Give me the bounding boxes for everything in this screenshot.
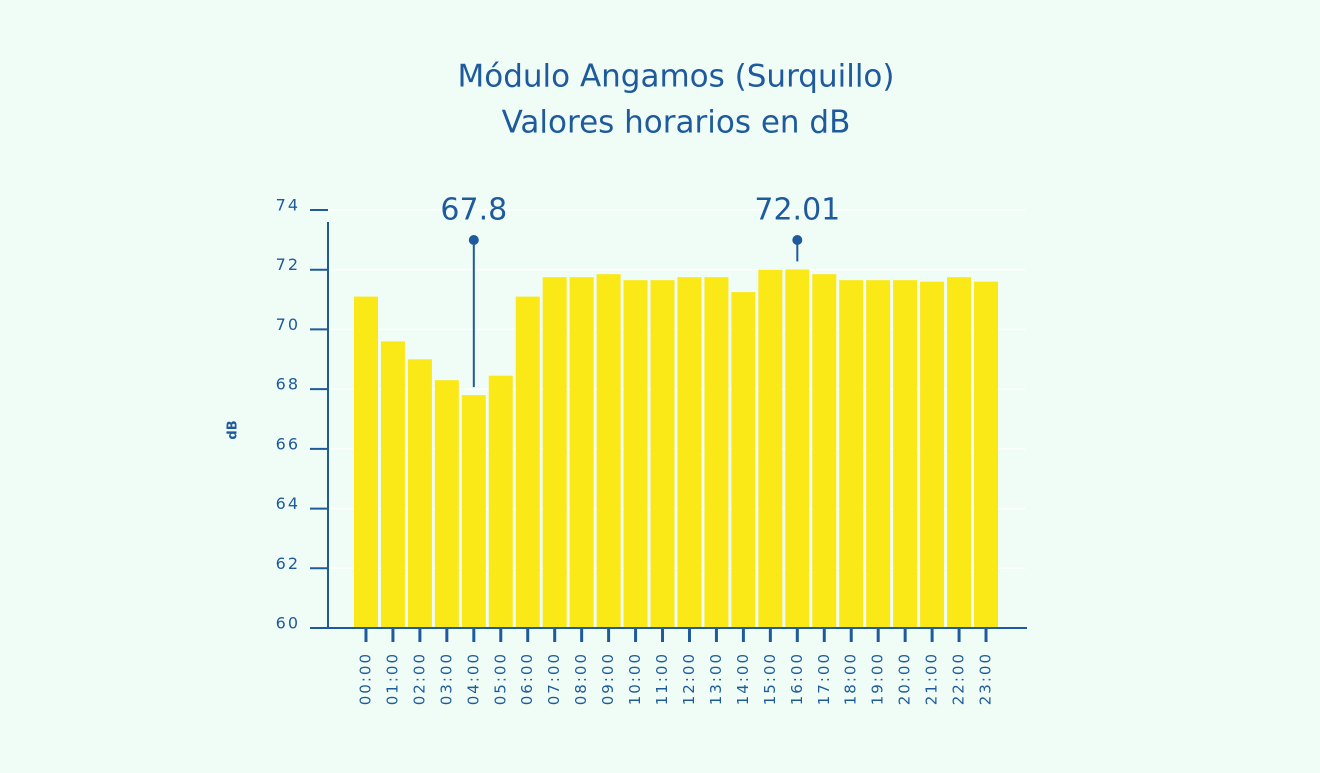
annotation-dot <box>468 235 479 245</box>
x-tick-label: 21:00 <box>923 652 941 705</box>
bar <box>920 281 945 628</box>
bar <box>407 359 432 628</box>
bar <box>893 280 918 628</box>
bar <box>623 280 648 628</box>
x-tick-label: 00:00 <box>356 652 374 705</box>
chart-subtitle: Valores horarios en dB <box>502 105 851 141</box>
x-tick-label: 20:00 <box>896 652 914 705</box>
x-tick-label: 22:00 <box>950 652 968 705</box>
x-tick-label: 11:00 <box>653 652 671 705</box>
x-tick-label: 06:00 <box>518 652 536 705</box>
bar <box>353 296 378 628</box>
y-tick-label: 70 <box>276 315 300 334</box>
annotation-dot <box>792 235 803 245</box>
x-tick-label: 19:00 <box>869 652 887 705</box>
x-tick-label: 15:00 <box>761 652 779 705</box>
bar <box>434 380 459 628</box>
x-tick-label: 16:00 <box>788 652 806 705</box>
y-tick-label: 60 <box>276 614 300 633</box>
x-tick-label: 12:00 <box>680 652 698 705</box>
bar <box>596 274 621 628</box>
bar <box>380 341 405 628</box>
bar <box>812 274 837 628</box>
bar <box>866 280 891 628</box>
bar <box>677 277 702 628</box>
bar <box>974 281 999 628</box>
annotation-label: 67.8 <box>440 193 507 228</box>
y-tick-label: 62 <box>276 554 300 573</box>
bar <box>461 395 486 628</box>
bar <box>542 277 567 628</box>
bar <box>758 269 783 628</box>
x-tick-label: 01:00 <box>383 652 401 705</box>
bar <box>650 280 675 628</box>
bar <box>704 277 729 628</box>
x-tick-label: 04:00 <box>464 652 482 705</box>
chart-title: Módulo Angamos (Surquillo) <box>457 59 894 95</box>
bar <box>515 296 540 628</box>
x-tick-label: 17:00 <box>815 652 833 705</box>
bar <box>839 280 864 628</box>
y-tick-label: 74 <box>276 196 300 215</box>
y-tick-label: 66 <box>276 434 300 453</box>
y-tick-label: 72 <box>276 255 300 274</box>
bar <box>488 375 513 628</box>
x-tick-label: 08:00 <box>572 652 590 705</box>
x-tick-label: 14:00 <box>734 652 752 705</box>
x-tick-label: 02:00 <box>410 652 428 705</box>
bar <box>947 277 972 628</box>
y-tick-label: 64 <box>276 494 300 513</box>
bar <box>731 292 756 628</box>
x-tick-label: 13:00 <box>707 652 725 705</box>
y-axis-label: dB <box>226 420 241 439</box>
x-tick-label: 09:00 <box>599 652 617 705</box>
x-tick-label: 10:00 <box>626 652 644 705</box>
x-tick-label: 05:00 <box>491 652 509 705</box>
x-tick-label: 07:00 <box>545 652 563 705</box>
x-tick-label: 03:00 <box>437 652 455 705</box>
annotation-label: 72.01 <box>754 193 840 228</box>
bar <box>785 269 810 628</box>
y-tick-label: 68 <box>276 375 300 394</box>
x-tick-label: 23:00 <box>977 652 995 705</box>
bar <box>569 277 594 628</box>
x-tick-label: 18:00 <box>842 652 860 705</box>
